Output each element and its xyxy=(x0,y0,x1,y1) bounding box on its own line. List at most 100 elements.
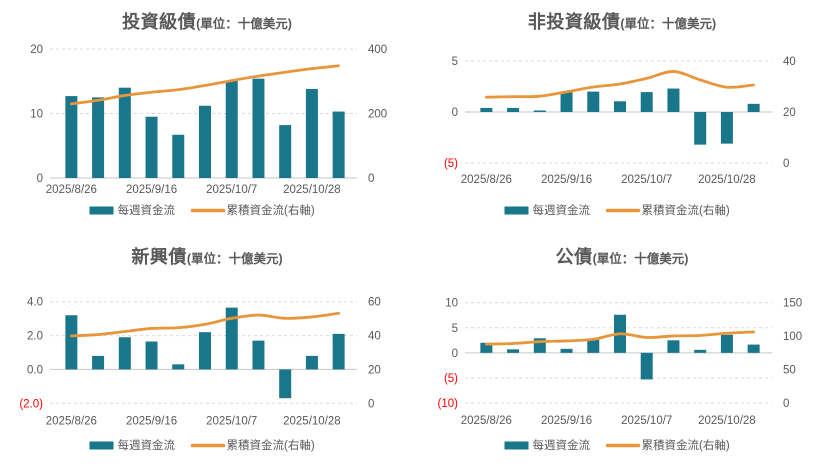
chart-title: 非投資級債(單位：十億美元) xyxy=(415,11,829,35)
x-axis-date-label: 2025/8/26 xyxy=(461,415,512,427)
chart-title-text: 非投資級債 xyxy=(527,12,621,32)
x-axis-date-label: 2025/10/7 xyxy=(621,415,672,427)
legend-bar-label: 每週資金流 xyxy=(533,438,591,452)
right-axis-tick-label: 100 xyxy=(783,331,802,343)
left-axis-tick-label: 20 xyxy=(30,44,43,56)
weekly-flow-bar xyxy=(65,315,78,370)
chart-title: 投資級債(單位：十億美元) xyxy=(0,11,414,35)
left-axis-tick-label: 0 xyxy=(452,348,458,360)
weekly-flow-bars xyxy=(480,314,760,380)
weekly-flow-bar xyxy=(279,369,292,399)
chart-title-text: 新興債 xyxy=(131,247,187,267)
right-axis-tick-label: 20 xyxy=(783,107,796,119)
weekly-flow-bar xyxy=(118,337,131,370)
right-axis-tick-label: 400 xyxy=(368,44,387,56)
legend-bar-label: 每週資金流 xyxy=(533,203,591,217)
weekly-flow-bar xyxy=(560,348,573,353)
weekly-flow-bar xyxy=(507,349,520,353)
x-axis-date-label: 2025/8/26 xyxy=(46,415,97,427)
weekly-flow-bars xyxy=(480,88,760,145)
weekly-flow-bar xyxy=(199,105,211,178)
weekly-flow-bar xyxy=(305,88,318,178)
weekly-flow-bar xyxy=(252,78,265,178)
left-axis-tick-label: 2.0 xyxy=(27,331,43,343)
weekly-flow-bar xyxy=(667,340,680,353)
right-axis-tick-label: 150 xyxy=(783,298,802,310)
weekly-flow-bar xyxy=(533,110,546,112)
cumulative-flow-line xyxy=(69,311,341,338)
chart-title: 公債(單位：十億美元) xyxy=(415,246,829,270)
weekly-flow-bar xyxy=(145,116,158,178)
weekly-flow-bar xyxy=(640,352,653,380)
weekly-flow-bar xyxy=(305,355,318,370)
legend-bar-swatch xyxy=(89,441,114,450)
legend-line-label: 累積資金流(右軸) xyxy=(642,438,730,452)
weekly-flow-bar xyxy=(694,112,707,145)
weekly-flow-bars xyxy=(65,307,345,399)
x-axis-date-label: 2025/10/28 xyxy=(698,174,756,186)
chart-title: 新興債(單位：十億美元) xyxy=(0,246,414,270)
weekly-flow-bar xyxy=(747,103,760,112)
x-axis-date-label: 2025/10/28 xyxy=(283,184,341,196)
weekly-flow-bar xyxy=(92,355,105,370)
weekly-flow-bar xyxy=(560,91,573,112)
legend-bar-swatch xyxy=(504,206,529,215)
weekly-flow-bar xyxy=(587,339,600,353)
chart-panel-government-bonds: 公債(單位：十億美元) (10) (5) 0 5 10 0 50 100 150 2025/8/2… xyxy=(415,235,829,469)
weekly-flow-bar xyxy=(332,111,345,178)
right-axis-tick-label: 200 xyxy=(368,109,387,121)
left-axis-tick-label: (2.0) xyxy=(19,398,43,410)
left-axis-tick-label: (5) xyxy=(444,158,458,170)
weekly-flow-bar xyxy=(118,87,131,178)
left-axis-tick-label: 5 xyxy=(452,56,458,68)
x-axis-date-label: 2025/10/7 xyxy=(206,415,257,427)
legend-line-label: 累積資金流(右軸) xyxy=(227,438,315,452)
weekly-flow-bar xyxy=(720,112,733,144)
chart-unit-label: (單位：十億美元) xyxy=(196,17,292,31)
x-axis-date-label: 2025/9/16 xyxy=(126,184,177,196)
x-axis-date-label: 2025/10/28 xyxy=(698,415,756,427)
weekly-flow-bar xyxy=(667,88,680,112)
chart-unit-label: (單位：十億美元) xyxy=(186,252,283,266)
weekly-flow-bar xyxy=(480,342,493,353)
legend-bar-swatch xyxy=(504,441,529,450)
left-axis-tick-label: 10 xyxy=(30,109,43,121)
left-axis-tick-label: 10 xyxy=(445,298,458,310)
right-axis-tick-label: 0 xyxy=(368,173,374,185)
weekly-flow-bar xyxy=(92,97,105,178)
chart-panel-investment-grade-bonds: 投資級債(單位：十億美元) 0 10 20 0 200 400 2025/8/26 2025/… xyxy=(0,0,414,234)
emerging-market-chart: (2.0) 0.0 2.0 4.0 0 20 40 60 2025/8/26 2025/9/16 2… xyxy=(19,297,381,452)
x-axis-date-label: 2025/9/16 xyxy=(541,415,592,427)
right-axis-tick-label: 0 xyxy=(368,398,374,410)
right-axis-tick-label: 20 xyxy=(368,364,381,376)
weekly-flow-bar xyxy=(279,125,292,178)
right-axis-tick-label: 40 xyxy=(368,331,381,343)
left-axis-tick-label: 4.0 xyxy=(27,297,43,309)
left-axis-tick-label: 0 xyxy=(452,107,458,119)
cumulative-flow-line xyxy=(484,70,756,99)
left-axis-tick-label: 5 xyxy=(452,323,458,335)
x-axis-date-label: 2025/8/26 xyxy=(461,174,512,186)
legend-bar-label: 每週資金流 xyxy=(118,203,176,217)
weekly-flow-bar xyxy=(199,332,211,370)
right-axis-tick-label: 60 xyxy=(368,297,381,309)
weekly-flow-bar xyxy=(172,364,185,370)
right-axis-tick-label: 0 xyxy=(783,398,789,410)
right-axis-tick-label: 50 xyxy=(783,365,796,377)
chart-panel-emerging-market-bonds: 新興債(單位：十億美元) (2.0) 0.0 2.0 4.0 0 20 40 60 2025/8… xyxy=(0,235,414,469)
weekly-flow-bar xyxy=(172,134,185,178)
weekly-flow-bar xyxy=(332,333,345,370)
legend-bar-label: 每週資金流 xyxy=(118,438,176,452)
left-axis-tick-label: (10) xyxy=(438,398,459,410)
legend-line-label: 累積資金流(右軸) xyxy=(642,203,730,217)
x-axis-date-label: 2025/10/7 xyxy=(206,184,257,196)
left-axis-tick-label: 0 xyxy=(37,173,43,185)
weekly-flow-bar xyxy=(640,92,653,112)
weekly-flow-bar xyxy=(145,341,158,370)
cumulative-flow-line xyxy=(69,64,341,106)
weekly-flow-bar xyxy=(225,307,238,370)
chart-unit-label: (單位：十億美元) xyxy=(620,17,717,31)
